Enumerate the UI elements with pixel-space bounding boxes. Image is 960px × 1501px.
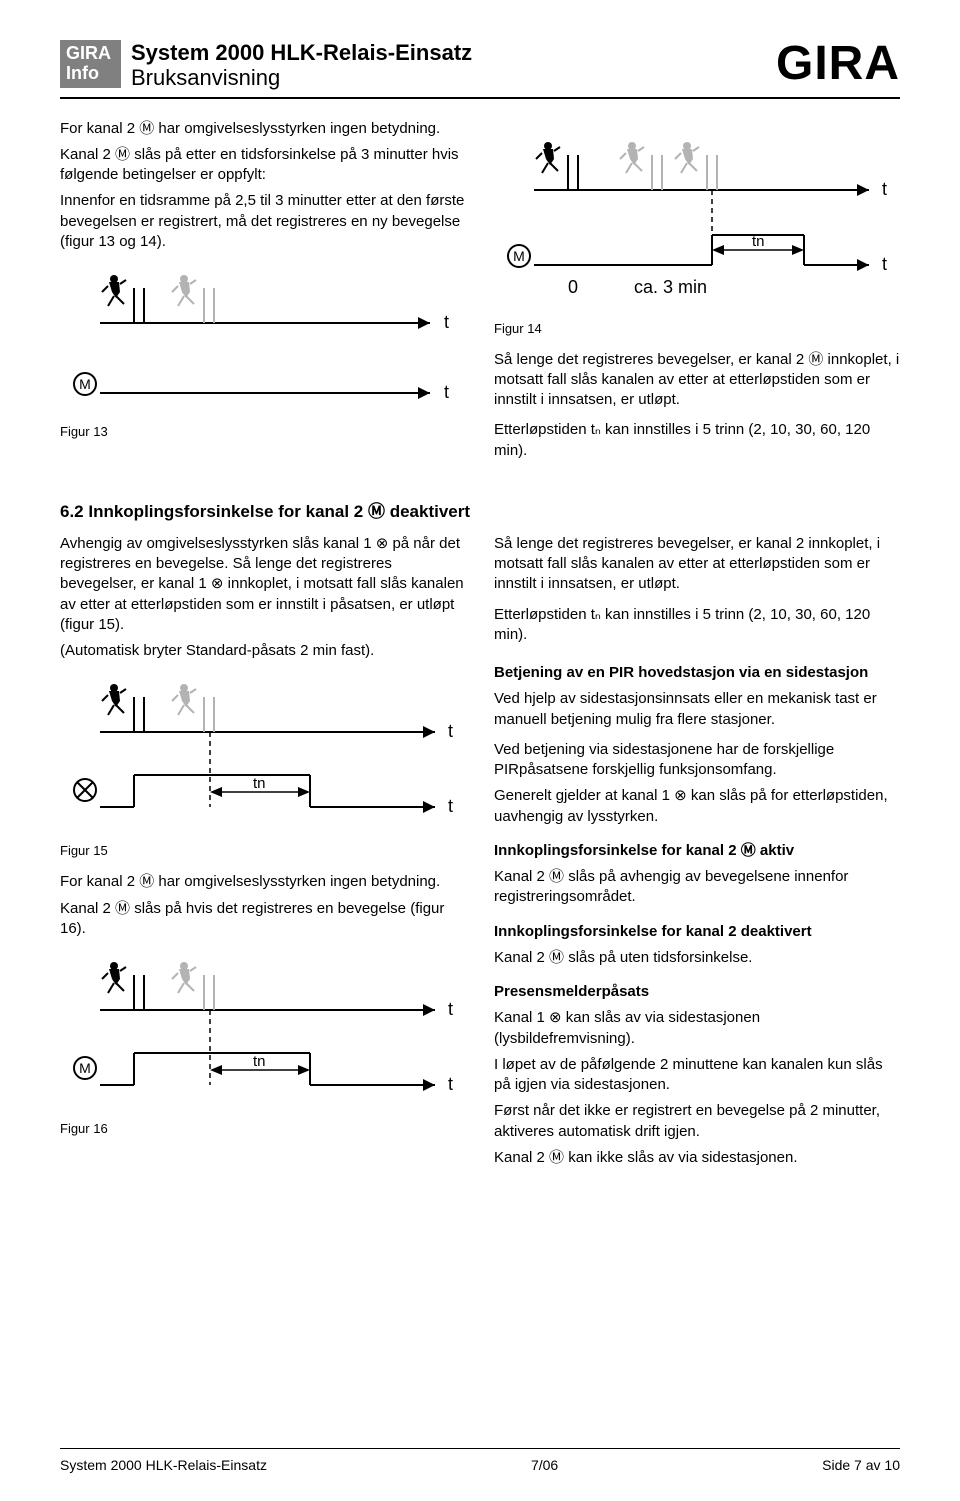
footer-center: 7/06 — [531, 1457, 558, 1473]
tn-label: tn — [752, 233, 765, 250]
figure-15-caption: Figur 15 — [60, 843, 466, 858]
upper-columns: For kanal 2 Ⓜ har omgivelseslysstyrken i… — [60, 119, 900, 467]
footer-left: System 2000 HLK-Relais-Einsatz — [60, 1457, 267, 1473]
section-6-2-heading: 6.2 Innkoplingsforsinkelse for kanal 2 Ⓜ… — [60, 497, 900, 522]
header-title-line-2: Bruksanvisning — [131, 65, 776, 90]
para-ch2-while-motion: Så lenge det registreres bevegelser, er … — [494, 534, 900, 595]
figure-15-diagram: t t tn — [60, 677, 466, 837]
para-ambient-ch1: Avhengig av omgivelseslysstyrken slås ka… — [60, 534, 466, 635]
footer-right: Side 7 av 10 — [822, 1457, 900, 1473]
figure-13-diagram: t M t — [60, 268, 466, 418]
brand-logo: GIRA — [776, 40, 900, 88]
lower-columns: Avhengig av omgivelseslysstyrken slås ka… — [60, 534, 900, 1174]
para-side-variants: Ved betjening via sidestasjonene har de … — [494, 740, 900, 781]
para-delay-conditions-intro: Kanal 2 Ⓜ slås på etter en tidsforsinkel… — [60, 145, 466, 186]
lower-right-col: Så lenge det registreres bevegelser, er … — [494, 534, 900, 1174]
axis-label-t: t — [444, 312, 449, 332]
para-general-ch1: Generelt gjelder at kanal 1 ⊗ kan slås p… — [494, 786, 900, 827]
badge-line-1: GIRA — [66, 44, 111, 64]
para-tn-steps-2: Etterløpstiden tₙ kan innstilles i 5 tri… — [494, 605, 900, 646]
upper-right-col: t M t tn 0 ca. 3 min — [494, 119, 900, 467]
figure-16-diagram: t M t tn — [60, 955, 466, 1115]
para-ch2-no-ambient-2: For kanal 2 Ⓜ har omgivelseslysstyrken i… — [60, 872, 466, 892]
page-footer: System 2000 HLK-Relais-Einsatz 7/06 Side… — [60, 1448, 900, 1473]
svg-text:t: t — [882, 179, 887, 199]
svg-text:t: t — [882, 254, 887, 274]
header-titles: System 2000 HLK-Relais-Einsatz Bruksanvi… — [131, 40, 776, 91]
svg-text:t: t — [448, 721, 453, 741]
svg-text:M: M — [79, 376, 91, 392]
axis-label-t-2: t — [444, 382, 449, 402]
heading-delay-active: Innkoplingsforsinkelse for kanal 2 Ⓜ akt… — [494, 841, 900, 861]
para-presence-3: Først når det ikke er registrert en beve… — [494, 1101, 900, 1142]
svg-text:M: M — [513, 248, 525, 264]
heading-presence: Presensmelderpåsats — [494, 982, 900, 1002]
lower-left-col: Avhengig av omgivelseslysstyrken slås ka… — [60, 534, 466, 1174]
figure-14-caption: Figur 14 — [494, 321, 900, 336]
heading-pir-side: Betjening av en PIR hovedstasjon via en … — [494, 663, 900, 683]
svg-text:t: t — [448, 1074, 453, 1094]
para-tn-steps-1: Etterløpstiden tₙ kan innstilles i 5 tri… — [494, 420, 900, 461]
svg-text:t: t — [448, 796, 453, 816]
svg-text:ca. 3 min: ca. 3 min — [634, 277, 707, 297]
para-auto-switch-note: (Automatisk bryter Standard-påsats 2 min… — [60, 641, 466, 661]
svg-text:tn: tn — [253, 1053, 266, 1070]
para-while-motion-on: Så lenge det registreres bevegelser, er … — [494, 350, 900, 411]
svg-text:M: M — [79, 1060, 91, 1076]
para-ch2-no-ambient: For kanal 2 Ⓜ har omgivelseslysstyrken i… — [60, 119, 466, 139]
para-delay-active: Kanal 2 Ⓜ slås på avhengig av bevegelsen… — [494, 867, 900, 908]
heading-delay-deact: Innkoplingsforsinkelse for kanal 2 deakt… — [494, 922, 900, 942]
para-delay-deact: Kanal 2 Ⓜ slås på uten tidsforsinkelse. — [494, 948, 900, 968]
para-delay-conditions-detail: Innenfor en tidsramme på 2,5 til 3 minut… — [60, 191, 466, 252]
para-ch2-on-motion: Kanal 2 Ⓜ slås på hvis det registreres e… — [60, 899, 466, 940]
para-presence-4: Kanal 2 Ⓜ kan ikke slås av via sidestasj… — [494, 1148, 900, 1168]
svg-text:t: t — [448, 999, 453, 1019]
svg-text:0: 0 — [568, 277, 578, 297]
para-side-manual: Ved hjelp av sidestasjonsinnsats eller e… — [494, 689, 900, 730]
para-presence-2: I løpet av de påfølgende 2 minuttene kan… — [494, 1055, 900, 1096]
page-header: GIRA Info System 2000 HLK-Relais-Einsatz… — [60, 40, 900, 99]
svg-text:tn: tn — [253, 775, 266, 792]
upper-left-col: For kanal 2 Ⓜ har omgivelseslysstyrken i… — [60, 119, 466, 467]
para-presence-1: Kanal 1 ⊗ kan slås av via sidestasjonen … — [494, 1008, 900, 1049]
header-badge: GIRA Info — [60, 40, 121, 88]
figure-14-diagram: t M t tn 0 ca. 3 min — [494, 135, 900, 315]
badge-line-2: Info — [66, 64, 111, 84]
header-title-line-1: System 2000 HLK-Relais-Einsatz — [131, 40, 776, 65]
figure-13-caption: Figur 13 — [60, 424, 466, 439]
figure-16-caption: Figur 16 — [60, 1121, 466, 1136]
